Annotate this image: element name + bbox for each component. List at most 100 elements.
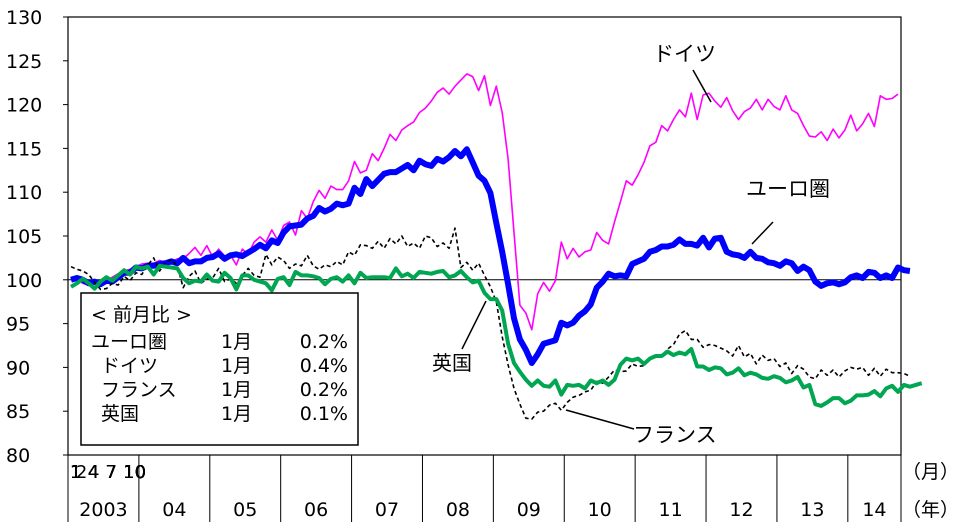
x-month-label: 1 [70,462,81,483]
legend-row-value: 0.2% [300,379,348,401]
x-month-label: 7 [105,462,116,483]
x-month-label: 7 [105,462,116,483]
y-tick-label: 130 [6,7,42,29]
legend-row-name: 英国 [101,403,139,425]
x-month-label: 10 [123,462,146,483]
x-month-label: 1 [70,462,81,483]
legend-row-month: 1月 [221,331,252,353]
x-month-label: 10 [123,462,146,483]
x-year-label: 08 [446,499,470,521]
x-month-label: 1 [70,462,81,483]
x-month-label: 10 [123,462,146,483]
x-month-label: 4 [88,462,99,483]
legend-row-value: 0.4% [300,355,348,377]
x-month-label: 7 [105,462,116,483]
x-month-label: 4 [88,462,99,483]
legend-box-frame [80,292,359,446]
legend-row-value: 0.1% [300,403,348,425]
legend-row-name: フランス [101,379,177,401]
legend-box-title: < 前月比 > [91,304,192,326]
x-month-label: 1 [70,462,81,483]
y-axis-ticks: 80 85 90 95 100 105 110 115 120 125 130 [6,7,68,467]
x-month-label: 1 [70,462,81,483]
x-month-label: 10 [123,462,146,483]
x-year-label: 12 [729,499,753,521]
y-tick-label: 110 [6,182,42,204]
x-year-label: 04 [162,499,186,521]
x-year-label: 13 [800,499,824,521]
series-line-フランス [70,227,911,420]
annotation-uk: 英国 [432,351,472,375]
y-tick-label: 90 [6,357,30,379]
x-month-label: 1 [70,462,81,483]
x-month-label: 1 [70,462,81,483]
legend-row-month: 1月 [221,355,252,377]
legend-row-month: 1月 [221,403,252,425]
x-month-label: 1 [70,462,81,483]
x-month-label: 10 [123,462,146,483]
x-month-label: 7 [105,462,116,483]
x-axis-unit-month: （月） [902,461,959,483]
x-month-label: 1 [70,462,81,483]
x-month-label: 7 [105,462,116,483]
x-month-label: 10 [123,462,146,483]
annotation-doitsu-arrow [692,69,712,103]
legend-row-value: 0.2% [300,331,348,353]
x-month-label: 10 [123,462,146,483]
x-month-label: 10 [123,462,146,483]
x-year-label: 2003 [79,499,127,521]
x-month-label: 2 [76,462,87,483]
y-tick-label: 125 [6,51,42,73]
annotation-uk-arrow [461,300,487,350]
x-month-label: 7 [105,462,116,483]
legend-row-month: 1月 [221,379,252,401]
x-month-label: 4 [88,462,99,483]
x-month-label: 10 [123,462,146,483]
annotation-euro: ユーロ圏 [746,177,830,201]
series-lines [69,73,923,420]
x-month-label: 1 [70,462,81,483]
legend-row-name: ドイツ [101,355,158,377]
x-month-label: 1 [70,462,81,483]
y-tick-label: 80 [6,445,30,467]
x-month-label: 7 [105,462,116,483]
x-month-label: 4 [88,462,99,483]
x-month-label: 10 [123,462,146,483]
y-tick-label: 100 [6,270,42,292]
x-month-label: 4 [88,462,99,483]
y-tick-label: 105 [6,226,42,248]
annotation-doitsu: ドイツ [653,42,716,66]
x-month-label: 1 [70,462,81,483]
series-line-ドイツ [70,73,899,331]
x-year-label: 07 [375,499,399,521]
x-year-label: 06 [304,499,328,521]
x-month-label: 4 [88,462,99,483]
series-line-ユーロ圏 [70,146,911,366]
annotation-france-arrow [565,409,635,430]
x-month-label: 4 [88,462,99,483]
x-month-label: 7 [105,462,116,483]
x-year-label: 11 [659,499,683,521]
x-month-label: 4 [88,462,99,483]
y-tick-label: 95 [6,314,30,336]
x-month-label: 7 [105,462,116,483]
series-line-英国 [69,263,923,408]
x-month-label: 7 [105,462,116,483]
x-year-label: 05 [233,499,257,521]
legend-box: < 前月比 > ユーロ圏 1月 0.2% ドイツ 1月 0.4% フランス 1月… [80,292,359,446]
legend-row-name: ユーロ圏 [91,331,167,353]
x-month-label: 4 [88,462,99,483]
x-month-label: 4 [88,462,99,483]
x-month-label: 4 [88,462,99,483]
annotation-euro-arrow [751,221,774,245]
y-tick-label: 115 [6,138,42,160]
x-year-label: 10 [588,499,612,521]
annotation-france: フランス [633,423,717,447]
x-axis-unit-year: （年） [902,499,959,521]
x-year-label: 14 [862,499,886,521]
y-tick-label: 120 [6,95,42,117]
x-month-label: 7 [105,462,116,483]
x-month-label: 10 [123,462,146,483]
